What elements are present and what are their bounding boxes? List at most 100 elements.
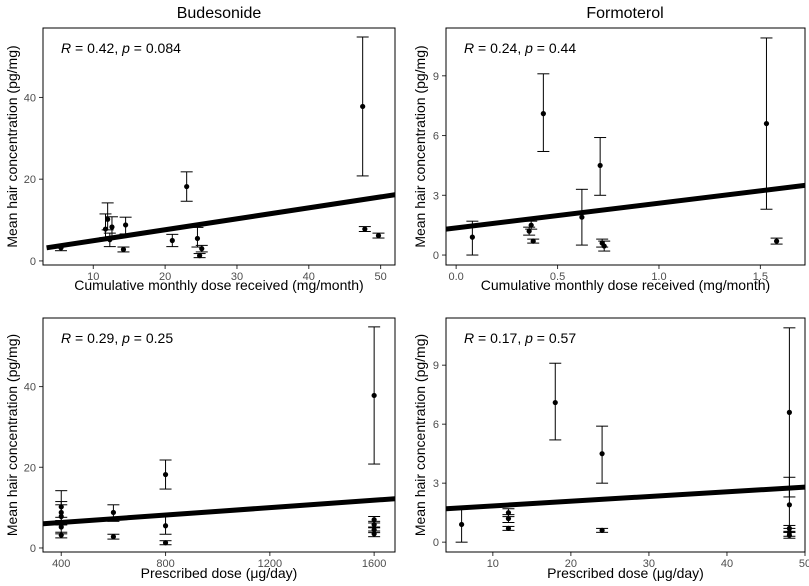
y-tick-label: 40 (24, 382, 36, 394)
stat-p-value: = 0.44 (533, 40, 576, 56)
x-axis-label: Cumulative monthly dose received (mg/mon… (74, 277, 363, 293)
data-point-2 (523, 226, 536, 236)
point-marker (505, 510, 512, 516)
point-marker (105, 216, 111, 222)
point-marker (599, 527, 605, 533)
point-marker (530, 238, 536, 244)
data-point-6 (107, 504, 120, 522)
point-marker (120, 246, 127, 253)
x-tick-label: 1.5 (753, 271, 768, 283)
stat-p-value: = 0.084 (130, 40, 181, 56)
data-point-9 (598, 240, 611, 252)
x-tick-label: 0.5 (550, 271, 565, 283)
stat-r-label: R (61, 40, 71, 56)
y-tick-label: 0 (433, 250, 439, 262)
y-axis-label: Mean hair concentration (pg/mg) (412, 334, 428, 536)
x-tick-label: 20 (159, 271, 171, 283)
stat-r-value: = 0.17, (474, 330, 525, 346)
x-tick-label: 0.0 (448, 271, 463, 283)
chart-panel-2: Formoterol Cumulative monthly dose receiv… (412, 5, 806, 293)
data-point-3 (55, 520, 68, 535)
point-marker (459, 521, 465, 528)
point-marker (194, 235, 201, 242)
y-tick-label: 3 (433, 190, 439, 202)
data-point-5 (105, 216, 118, 238)
data-point-7 (594, 137, 607, 196)
plot-area (46, 36, 395, 259)
panel-frame (445, 27, 806, 266)
stat-p-value: = 0.25 (130, 330, 173, 346)
stat-annotation: R = 0.17, p = 0.57 (464, 330, 576, 346)
data-point-3 (525, 220, 538, 230)
stat-p-value: = 0.57 (533, 330, 576, 346)
panel-frame (42, 27, 396, 266)
stat-r-value: = 0.42, (71, 40, 122, 56)
data-point-12 (195, 244, 208, 253)
x-tick-label: 50 (375, 271, 387, 283)
point-marker (763, 120, 770, 127)
stat-annotation: R = 0.42, p = 0.084 (61, 40, 181, 56)
point-marker (469, 234, 475, 240)
point-marker (599, 451, 605, 457)
point-marker (505, 515, 512, 522)
chart-panel-4: Prescribed dose (μg/day) Mean hair concen… (412, 317, 809, 581)
point-marker (199, 246, 205, 252)
point-marker (375, 232, 382, 239)
point-marker (197, 253, 203, 259)
plot-area (43, 326, 395, 546)
data-point-3 (502, 514, 515, 524)
x-tick-label: 40 (721, 558, 733, 570)
data-point-11 (770, 237, 783, 245)
data-point-7 (119, 216, 132, 235)
stat-p-label: p (524, 40, 533, 56)
data-point-6 (575, 188, 588, 246)
data-point-8 (783, 327, 796, 498)
stat-r-value: = 0.29, (71, 330, 122, 346)
y-tick-label: 6 (433, 131, 439, 143)
data-point-1 (466, 220, 479, 256)
point-marker (579, 214, 585, 220)
x-axis-label: Prescribed dose (μg/day) (547, 565, 704, 581)
y-tick-label: 9 (433, 71, 439, 83)
point-marker (540, 111, 546, 117)
panel-title: Budesonide (177, 5, 262, 22)
point-marker (107, 237, 113, 243)
data-point-10 (159, 540, 172, 546)
data-point-15 (372, 232, 385, 239)
y-tick-label: 6 (433, 419, 439, 431)
data-point-7 (107, 533, 120, 540)
point-marker (109, 224, 115, 230)
data-point-5 (549, 362, 562, 441)
point-marker (371, 521, 377, 528)
x-tick-label: 800 (156, 558, 174, 570)
x-tick-label: 30 (231, 271, 243, 283)
point-marker (597, 162, 603, 169)
data-point-11 (368, 326, 381, 465)
point-marker (774, 238, 780, 244)
data-point-4 (502, 525, 515, 532)
point-marker (123, 222, 129, 228)
y-axis-label: Mean hair concentration (pg/mg) (412, 45, 428, 247)
data-point-4 (55, 531, 68, 539)
x-tick-label: 20 (565, 558, 577, 570)
stat-p-label: p (121, 40, 130, 56)
stat-r-label: R (464, 40, 474, 56)
panel-frame (42, 317, 396, 553)
point-marker (184, 183, 190, 190)
point-marker (110, 534, 116, 540)
x-axis-label: Cumulative monthly dose received (mg/mon… (481, 277, 770, 293)
point-marker (786, 532, 792, 538)
stat-p-label: p (524, 330, 533, 346)
x-tick-label: 40 (303, 271, 315, 283)
point-marker (162, 540, 169, 546)
point-marker (528, 222, 534, 228)
stat-p-label: p (121, 330, 130, 346)
data-point-10 (760, 37, 773, 210)
y-tick-label: 0 (30, 543, 36, 555)
y-axis-label: Mean hair concentration (pg/mg) (4, 334, 20, 536)
point-marker (58, 509, 64, 516)
point-marker (162, 471, 169, 478)
data-point-5 (537, 73, 550, 152)
point-marker (371, 392, 377, 399)
